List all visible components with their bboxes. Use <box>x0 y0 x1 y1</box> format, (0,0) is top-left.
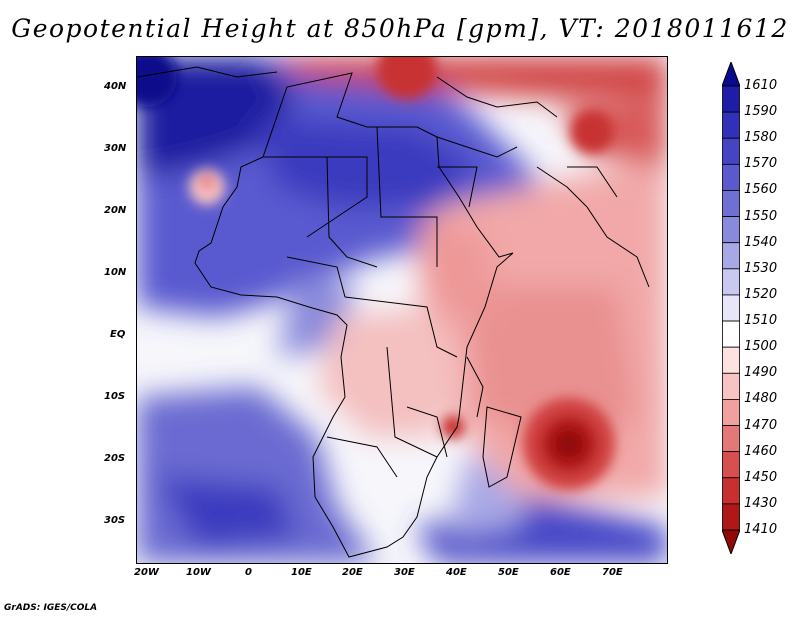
x-tick-label: 20E <box>342 567 363 578</box>
colorbar-segment <box>722 425 740 453</box>
colorbar-level-label: 1510 <box>744 313 778 329</box>
colorbar-segment <box>722 85 740 113</box>
colorbar-level-label: 1470 <box>744 417 778 433</box>
colorbar-segment <box>722 111 740 139</box>
x-tick-label: 10E <box>291 567 312 578</box>
y-tick-label: 10N <box>104 267 127 278</box>
x-tick-label: 0 <box>245 567 252 578</box>
x-tick-label: 30E <box>394 567 415 578</box>
colorbar-level-label: 1610 <box>744 78 778 93</box>
y-tick-label: 30S <box>104 515 126 526</box>
map-title: Geopotential Height at 850hPa [gpm], VT:… <box>11 14 789 43</box>
x-tick-label: 40E <box>446 567 467 578</box>
x-tick-label: 50E <box>498 567 519 578</box>
colorbar-segment <box>722 529 740 554</box>
colorbar-level-label: 1570 <box>744 156 778 172</box>
x-tick-label: 70E <box>602 567 623 578</box>
colorbar-segment <box>722 477 740 505</box>
y-tick-label: 10S <box>104 391 126 402</box>
colorbar-segment <box>722 190 740 217</box>
field-centers <box>137 57 615 490</box>
x-tick-label: 60E <box>550 567 571 578</box>
colorbar-segment <box>722 399 740 426</box>
colorbar-level-label: 1460 <box>744 443 778 459</box>
colorbar-segment <box>722 320 740 348</box>
y-tick-label: EQ <box>110 329 126 340</box>
colorbar-level-label: 1410 <box>744 522 778 537</box>
colorbar-level-label: 1590 <box>744 104 778 120</box>
y-tick-label: 20S <box>104 453 126 464</box>
colorbar-segment <box>722 451 740 479</box>
colorbar-level-label: 1550 <box>744 208 778 224</box>
y-tick-label: 30N <box>104 143 127 154</box>
colorbar-level-label: 1530 <box>744 260 778 276</box>
colorbar <box>722 62 740 554</box>
colorbar-segment <box>722 268 740 296</box>
colorbar-segment <box>722 372 740 400</box>
x-tick-label: 20W <box>134 567 159 578</box>
colorbar-level-label: 1520 <box>744 286 778 302</box>
colorbar-level-label: 1560 <box>744 182 778 198</box>
colorbar-segment <box>722 163 740 191</box>
colorbar-level-label: 1580 <box>744 130 778 146</box>
geopotential-map <box>136 56 668 564</box>
height-field <box>137 57 667 563</box>
colorbar-level-label: 1480 <box>744 391 778 407</box>
colorbar-level-label: 1540 <box>744 234 778 250</box>
colorbar-segment <box>722 137 740 165</box>
colorbar-level-label: 1500 <box>744 339 778 355</box>
colorbar-segment <box>722 346 740 374</box>
colorbar-segment <box>722 294 740 322</box>
colorbar-level-label: 1430 <box>744 495 778 511</box>
colorbar-level-label: 1450 <box>744 469 778 485</box>
boundaries <box>137 66 650 558</box>
footer-credit: GrADS: IGES/COLA <box>4 603 98 613</box>
colorbar-segment <box>722 216 740 244</box>
colorbar-level-label: 1490 <box>744 365 778 381</box>
colorbar-segment <box>722 62 740 87</box>
x-tick-label: 10W <box>186 567 211 578</box>
colorbar-segment <box>722 503 740 531</box>
y-tick-label: 40N <box>104 81 127 92</box>
colorbar-segment <box>722 242 740 270</box>
y-tick-label: 20N <box>104 205 127 216</box>
